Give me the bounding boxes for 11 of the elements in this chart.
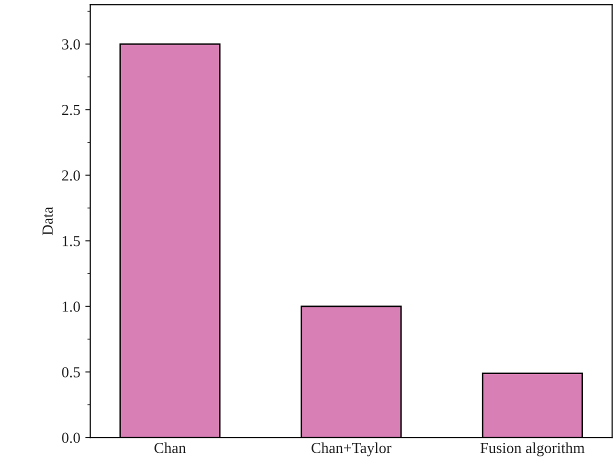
y-tick-label: 2.5 [62,104,80,116]
y-axis-title: Data [42,206,53,236]
x-tick-label: Fusion algorithm [480,442,585,456]
x-tick-label: Chan [154,442,186,454]
y-tick-label: 0.0 [62,432,80,444]
y-tick-label: 1.5 [62,236,80,246]
y-tick-label: 1.0 [62,302,80,312]
y-tick-label: 2.0 [62,170,80,181]
y-tick-label: 0.5 [62,367,80,378]
x-tick-label: Chan+Taylor [312,442,392,456]
y-tick-label: 3.0 [62,39,80,50]
